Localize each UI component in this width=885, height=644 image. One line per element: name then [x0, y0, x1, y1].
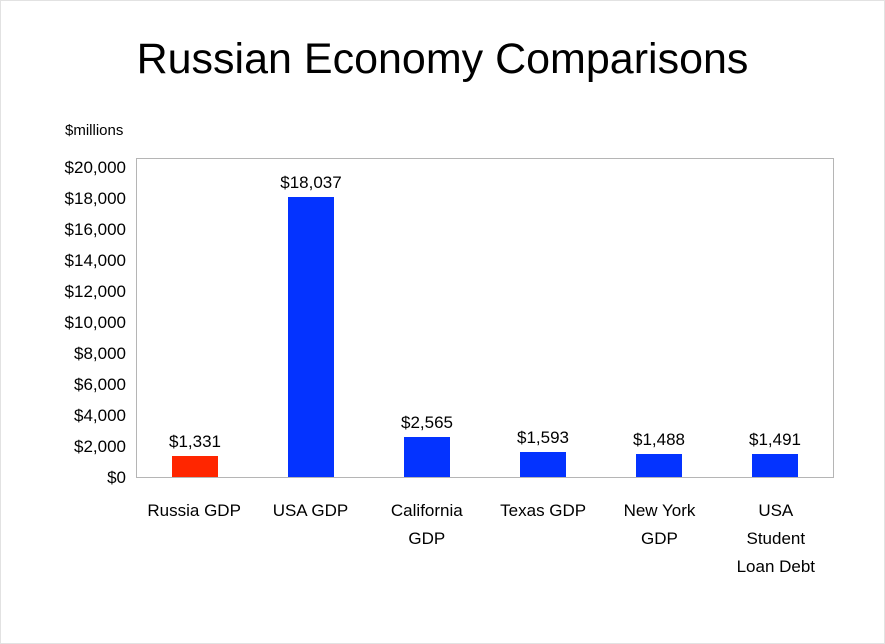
y-tick-label: $8,000 — [74, 344, 126, 363]
y-tick-label: $18,000 — [64, 189, 126, 208]
y-tick-label: $20,000 — [64, 158, 126, 177]
bar — [752, 454, 798, 477]
bar-group: $1,593 — [485, 167, 601, 477]
y-tick-label: $6,000 — [74, 375, 126, 394]
y-tick-label: $14,000 — [64, 251, 126, 270]
bar-group: $1,491 — [717, 167, 833, 477]
category-label: USA GDP — [272, 501, 349, 520]
bar-group: $2,565 — [369, 167, 485, 477]
bar-value-label: $1,331 — [169, 432, 221, 451]
category-label: California GDP — [390, 501, 463, 548]
bar-value-label: $1,488 — [633, 430, 685, 449]
y-axis-unit-label: $millions — [65, 122, 124, 139]
bar-group: $1,488 — [601, 167, 717, 477]
bars: $1,331 $18,037 $2,565 $1,593 $1,488 $1,491 — [137, 167, 833, 477]
bar — [636, 454, 682, 477]
bar — [172, 456, 218, 477]
y-tick-label: $4,000 — [74, 406, 126, 425]
category-label: Texas GDP — [500, 501, 587, 520]
bar-group: $1,331 — [137, 167, 253, 477]
bar-group: $18,037 — [253, 167, 369, 477]
category-label: Russia GDP — [147, 501, 241, 520]
bar-value-label: $1,491 — [749, 430, 801, 449]
bar-value-label: $18,037 — [280, 173, 342, 192]
y-tick-label: $0 — [107, 468, 126, 487]
y-tick-label: $10,000 — [64, 313, 126, 332]
category-label: New York GDP — [623, 501, 696, 548]
y-axis: $0 $2,000 $4,000 $6,000 $8,000 $10,000 $12,000… — [1, 158, 126, 487]
category-label: USA Student Loan Debt — [736, 501, 816, 576]
y-tick-label: $12,000 — [64, 282, 126, 301]
y-tick-label: $16,000 — [64, 220, 126, 239]
bar-value-label: $1,593 — [517, 428, 569, 447]
bar — [404, 437, 450, 477]
x-axis-labels: Russia GDP USA GDP California GDP Texas GDP… — [136, 497, 834, 581]
y-tick-label: $2,000 — [74, 437, 126, 456]
chart-title: Russian Economy Comparisons — [136, 35, 749, 83]
bar — [288, 197, 334, 477]
bar — [520, 452, 566, 477]
plot-area: $1,331 $18,037 $2,565 $1,593 $1,488 $1,491 — [136, 158, 834, 478]
bar-value-label: $2,565 — [401, 413, 453, 432]
